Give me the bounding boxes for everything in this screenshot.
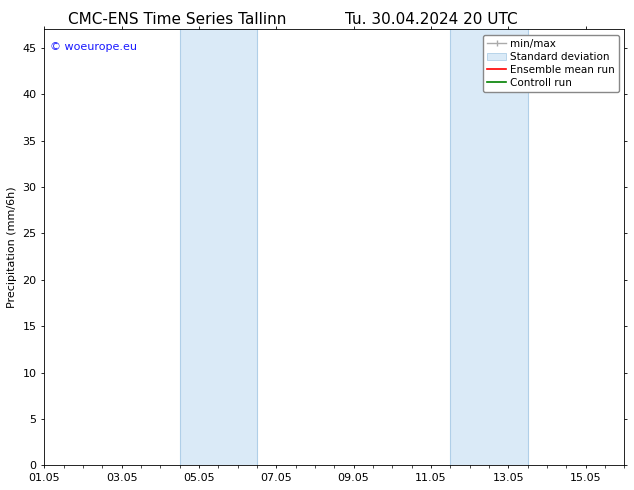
Legend: min/max, Standard deviation, Ensemble mean run, Controll run: min/max, Standard deviation, Ensemble me… (483, 34, 619, 92)
Text: © woeurope.eu: © woeurope.eu (50, 43, 137, 52)
Text: CMC-ENS Time Series Tallinn: CMC-ENS Time Series Tallinn (68, 12, 287, 27)
Text: Tu. 30.04.2024 20 UTC: Tu. 30.04.2024 20 UTC (345, 12, 517, 27)
Bar (179, 29, 257, 465)
Bar (450, 29, 527, 465)
Y-axis label: Precipitation (mm/6h): Precipitation (mm/6h) (7, 187, 17, 308)
